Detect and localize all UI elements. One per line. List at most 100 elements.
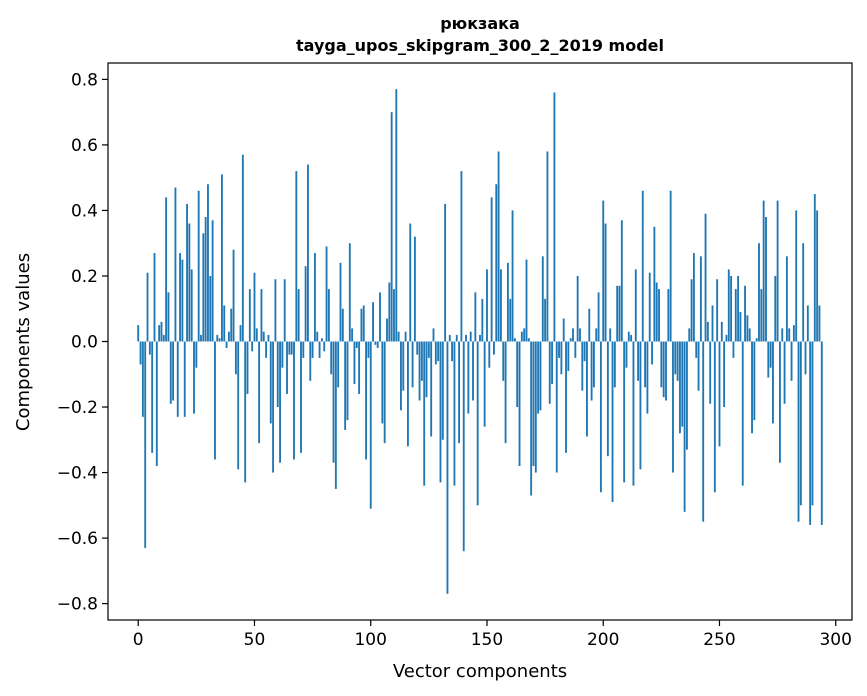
bar — [367, 341, 370, 358]
bar — [790, 341, 793, 381]
bar — [632, 341, 635, 486]
bar — [690, 279, 693, 342]
bar — [144, 341, 147, 548]
chart-subtitle: tayga_upos_skipgram_300_2_2019 model — [296, 36, 664, 55]
bar — [404, 331, 407, 342]
bar — [702, 341, 705, 522]
bar — [509, 298, 512, 342]
bar — [165, 197, 168, 342]
bar — [453, 341, 456, 486]
bar — [553, 92, 556, 342]
bar — [588, 308, 591, 342]
bar — [365, 341, 367, 460]
bar — [200, 334, 202, 342]
bar — [390, 112, 393, 342]
bar — [651, 341, 653, 365]
bar — [730, 275, 733, 342]
bar — [495, 184, 498, 342]
bar — [683, 341, 686, 512]
bar — [337, 341, 340, 388]
bar — [181, 259, 184, 342]
bar — [137, 325, 140, 342]
bar — [320, 338, 323, 342]
bar — [230, 308, 233, 342]
bar — [665, 341, 667, 401]
bar — [737, 275, 740, 342]
bar — [411, 341, 414, 388]
bar — [267, 334, 270, 342]
x-tick-label: 250 — [703, 630, 735, 650]
bar — [334, 341, 337, 489]
bar — [569, 338, 572, 342]
bar — [532, 341, 535, 467]
bar — [420, 341, 423, 381]
bar — [176, 341, 179, 417]
bar — [662, 341, 665, 398]
bar — [209, 275, 212, 342]
bar — [293, 341, 295, 460]
bar — [774, 275, 777, 342]
bar — [493, 341, 495, 355]
bar — [423, 341, 426, 486]
bar — [676, 341, 679, 381]
bar — [304, 266, 307, 342]
bar — [202, 233, 205, 342]
bar — [316, 331, 319, 342]
bar — [748, 328, 751, 342]
bar — [341, 308, 344, 342]
bar — [802, 243, 805, 342]
bar — [479, 334, 481, 342]
bar — [658, 289, 660, 342]
bar — [620, 220, 623, 342]
bar — [437, 341, 440, 362]
bar — [302, 341, 305, 358]
bar — [581, 341, 584, 391]
bar — [813, 194, 816, 342]
bar — [781, 328, 784, 342]
bar — [751, 341, 753, 434]
bar — [162, 334, 165, 342]
bar — [641, 190, 644, 342]
bar — [288, 341, 291, 355]
bar — [374, 341, 377, 345]
bar — [444, 203, 447, 342]
bar — [618, 285, 621, 342]
bar — [783, 341, 786, 404]
bar — [634, 269, 637, 342]
bar — [167, 292, 170, 342]
bar — [451, 341, 454, 362]
bar — [362, 305, 365, 342]
bar — [595, 328, 598, 342]
bar — [446, 341, 449, 594]
bar — [221, 174, 223, 342]
bar — [381, 341, 384, 424]
bar — [820, 341, 823, 525]
x-tick-label: 50 — [244, 630, 266, 650]
bar — [593, 341, 595, 388]
bar — [460, 171, 463, 342]
bar — [158, 325, 161, 342]
bar — [604, 223, 607, 342]
bar — [472, 341, 474, 401]
bar — [413, 236, 416, 342]
y-tick-label: −0.4 — [57, 464, 98, 484]
bar — [188, 223, 191, 342]
bar — [286, 341, 288, 394]
bar — [646, 341, 649, 414]
bar — [716, 279, 719, 342]
bar — [565, 341, 567, 453]
bar — [276, 341, 279, 408]
bar — [244, 341, 247, 483]
bar — [539, 341, 542, 411]
bar — [425, 341, 428, 398]
bar — [441, 341, 444, 440]
bar — [369, 341, 372, 509]
bar — [586, 341, 588, 437]
bar — [667, 289, 670, 342]
bar — [483, 341, 486, 427]
bar — [720, 321, 723, 342]
bar — [746, 315, 749, 342]
bar — [393, 289, 395, 342]
bar — [265, 341, 268, 358]
bar — [486, 269, 488, 342]
